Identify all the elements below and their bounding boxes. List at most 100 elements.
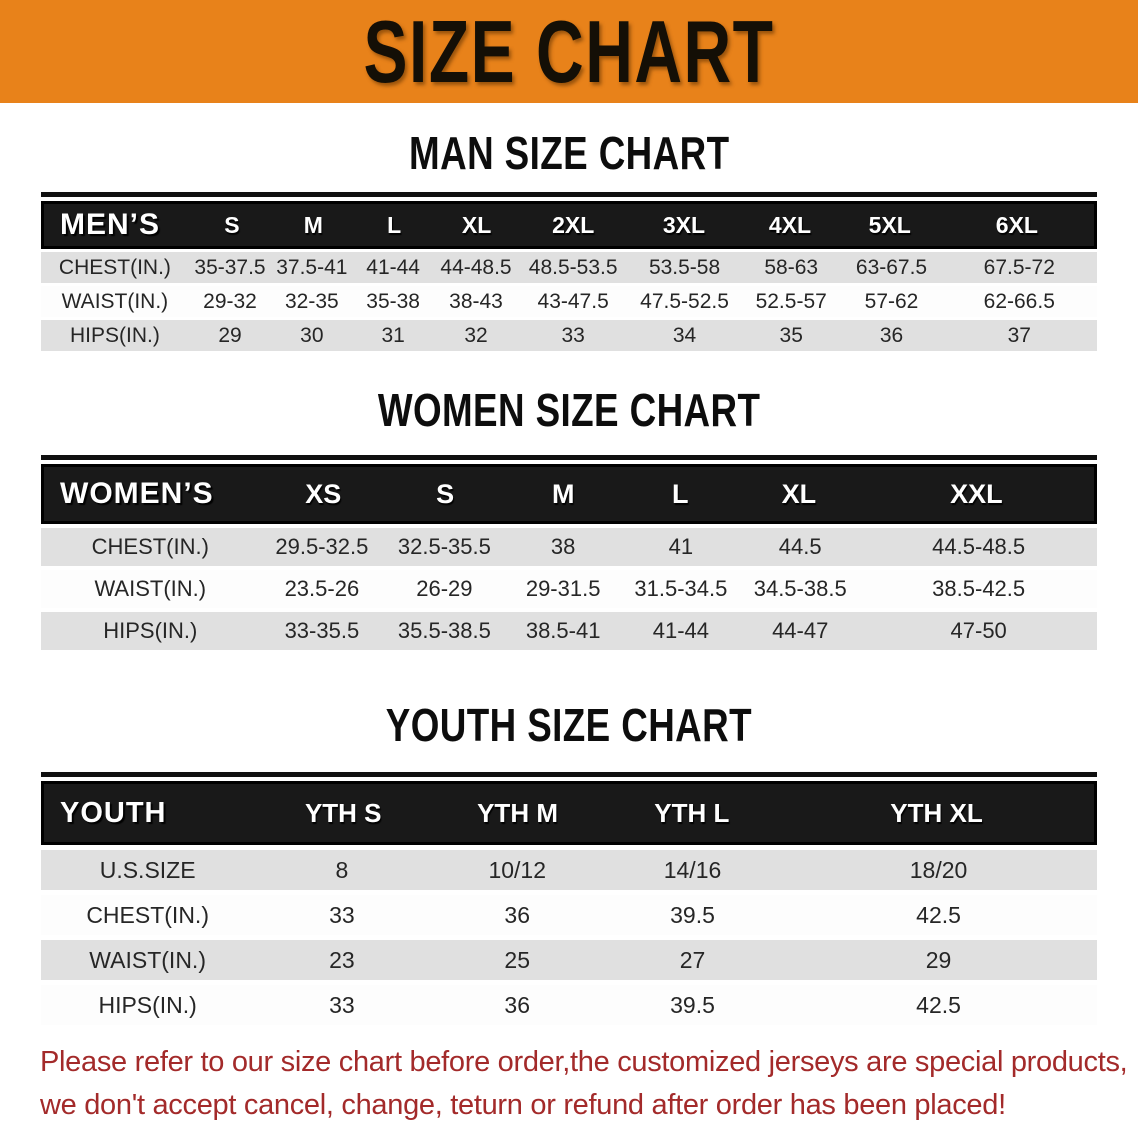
table-row: CHEST(IN.) 35-37.5 37.5-41 41-44 44-48.5 48.5… xyxy=(41,252,1097,283)
size-value: 37.5-41 xyxy=(276,255,348,279)
size-value: 39.5 xyxy=(670,991,715,1018)
size-value: 39.5 xyxy=(670,901,715,928)
size-value: 43-47.5 xyxy=(537,289,609,313)
table-row: WAIST(IN.) 23.5-26 26-29 29-31.5 31.5-34.5 34… xyxy=(41,570,1097,608)
size-value: 35.5-38.5 xyxy=(397,618,491,643)
size-value: 27 xyxy=(679,946,706,973)
banner-title: SIZE CHART xyxy=(363,1,775,101)
disclaimer-line-1: Please refer to our size chart before or… xyxy=(40,1046,1128,1078)
size-value: 29-32 xyxy=(203,289,257,313)
size-value: 44.5 xyxy=(778,534,822,559)
men-size-table: MEN’S S M L XL 2XL 3XL 4XL 5XL 6XL CHEST(IN.) 35-37… xyxy=(41,192,1097,351)
size-value: 35 xyxy=(779,323,803,347)
table-title-cell: WOMEN’S xyxy=(60,477,214,510)
size-column-header: 6XL xyxy=(995,211,1038,238)
size-column-header: M xyxy=(303,211,323,238)
size-value: 36 xyxy=(879,323,904,347)
size-value: 29-31.5 xyxy=(525,576,601,601)
size-table-header-row: MEN’S S M L XL 2XL 3XL 4XL 5XL 6XL xyxy=(41,201,1097,249)
size-value: 47-50 xyxy=(950,618,1007,643)
size-value: 53.5-58 xyxy=(648,255,721,279)
size-value: 62-66.5 xyxy=(983,289,1055,313)
size-value: 26-29 xyxy=(416,576,473,601)
size-value: 58-63 xyxy=(764,255,819,279)
size-value: 38.5-41 xyxy=(525,618,601,643)
size-value: 36 xyxy=(504,991,531,1018)
size-value: 44-47 xyxy=(772,618,829,643)
table-row: U.S.SIZE 8 10/12 14/16 18/20 xyxy=(41,850,1097,890)
table-top-rule xyxy=(41,772,1097,777)
size-column-header: S xyxy=(436,478,455,509)
size-value: 48.5-53.5 xyxy=(528,255,618,279)
women-section-heading-text: WOMEN SIZE CHART xyxy=(377,384,761,436)
size-value: 57-62 xyxy=(864,289,919,313)
size-value: 42.5 xyxy=(916,991,961,1018)
size-value: 29 xyxy=(925,946,952,973)
size-column-header: YTH M xyxy=(477,797,558,828)
size-value: 32.5-35.5 xyxy=(397,534,491,559)
disclaimer-note: Please refer to our size chart before or… xyxy=(40,1041,1138,1127)
size-value: 31.5-34.5 xyxy=(634,576,728,601)
disclaimer-line-2: we don't accept cancel, change, teturn o… xyxy=(40,1089,1006,1121)
size-value: 67.5-72 xyxy=(983,255,1055,279)
size-value: 36 xyxy=(504,901,531,928)
table-row: HIPS(IN.) 29 30 31 32 33 34 35 36 37 xyxy=(41,320,1097,351)
size-value: 35-38 xyxy=(366,289,420,313)
youth-section-heading-text: YOUTH SIZE CHART xyxy=(385,699,753,751)
size-value: 41-44 xyxy=(366,255,420,279)
row-label: CHEST(IN.) xyxy=(86,901,209,928)
size-value: 52.5-57 xyxy=(755,289,827,313)
row-label: WAIST(IN.) xyxy=(61,289,169,313)
size-value: 41-44 xyxy=(652,618,710,643)
size-value: 10/12 xyxy=(488,856,546,883)
size-chart-banner: SIZE CHART xyxy=(0,0,1138,103)
table-row: WAIST(IN.) 23 25 27 29 xyxy=(41,940,1097,980)
size-value: 8 xyxy=(335,856,349,883)
size-column-header: XXL xyxy=(950,478,1003,509)
man-section-heading: MAN SIZE CHART xyxy=(0,130,1138,176)
size-value: 18/20 xyxy=(909,856,968,883)
size-value: 33 xyxy=(329,901,355,928)
size-column-header: S xyxy=(224,211,240,238)
women-section-heading: WOMEN SIZE CHART xyxy=(0,387,1138,433)
youth-size-table: YOUTH YTH S YTH M YTH L YTH XL U.S.SIZE 8 10/12… xyxy=(41,772,1097,1025)
table-top-rule xyxy=(41,455,1097,460)
row-label: HIPS(IN.) xyxy=(98,991,197,1018)
size-value: 41 xyxy=(668,534,694,559)
size-value: 33 xyxy=(329,991,355,1018)
size-value: 23 xyxy=(329,946,355,973)
size-column-header: YTH L xyxy=(654,797,730,828)
size-column-header: 5XL xyxy=(868,211,911,238)
size-value: 38-43 xyxy=(449,289,503,313)
row-label: HIPS(IN.) xyxy=(103,618,198,643)
size-value: 25 xyxy=(504,946,531,973)
size-value: 42.5 xyxy=(916,901,961,928)
size-column-header: 2XL xyxy=(552,211,595,238)
size-column-header: XL xyxy=(461,211,492,238)
size-value: 32-35 xyxy=(284,289,339,313)
table-row: HIPS(IN.) 33 36 39.5 42.5 xyxy=(41,985,1097,1025)
table-row: CHEST(IN.) 33 36 39.5 42.5 xyxy=(41,895,1097,935)
row-label: CHEST(IN.) xyxy=(58,255,171,279)
size-value: 38 xyxy=(550,534,576,559)
size-table-header-row: YOUTH YTH S YTH M YTH L YTH XL xyxy=(41,781,1097,845)
women-size-table: WOMEN’S XS S M L XL XXL CHEST(IN.) 29.5-32.5 32.5… xyxy=(41,455,1097,650)
table-title-cell: YOUTH xyxy=(60,796,167,829)
size-value: 30 xyxy=(300,323,324,347)
size-column-header: YTH XL xyxy=(890,797,983,828)
size-value: 37 xyxy=(1007,323,1031,347)
size-table-header-row: WOMEN’S XS S M L XL XXL xyxy=(41,464,1097,524)
size-value: 32 xyxy=(464,323,488,347)
size-value: 33-35.5 xyxy=(284,618,360,643)
row-label: CHEST(IN.) xyxy=(91,534,209,559)
size-value: 47.5-52.5 xyxy=(640,289,729,313)
size-value: 33 xyxy=(561,323,585,347)
row-label: HIPS(IN.) xyxy=(69,323,160,347)
size-value: 29.5-32.5 xyxy=(275,534,369,559)
table-top-rule xyxy=(41,192,1097,197)
size-column-header: 4XL xyxy=(768,211,812,238)
size-column-header: YTH S xyxy=(304,797,382,828)
table-row: WAIST(IN.) 29-32 32-35 35-38 38-43 43-47.5 47.… xyxy=(41,286,1097,317)
size-column-header: M xyxy=(551,478,575,509)
size-value: 34 xyxy=(672,323,697,347)
